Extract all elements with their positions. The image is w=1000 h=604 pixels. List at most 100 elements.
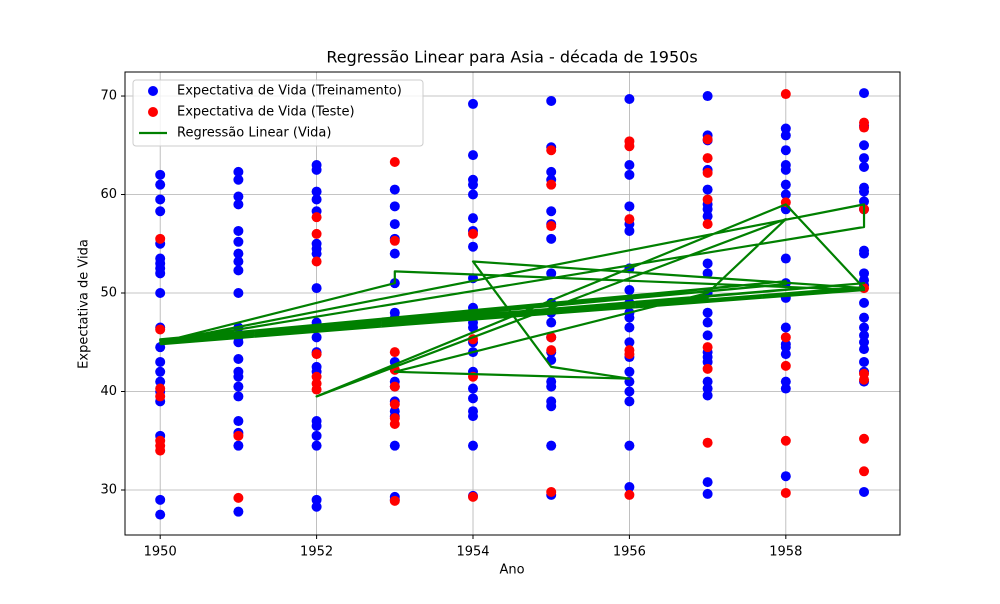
point <box>702 330 713 341</box>
point <box>155 206 166 217</box>
point <box>546 486 557 497</box>
x-tick-label: 1958 <box>769 545 802 560</box>
point <box>155 324 166 335</box>
point <box>780 189 791 200</box>
point <box>155 494 166 505</box>
point <box>780 471 791 482</box>
point <box>859 486 870 497</box>
point <box>859 140 870 151</box>
point <box>702 153 713 164</box>
point <box>155 288 166 299</box>
point <box>702 268 713 279</box>
y-tick-label: 30 <box>100 482 117 497</box>
point <box>468 150 479 161</box>
point <box>859 466 870 477</box>
point <box>233 256 244 267</box>
x-tick-label: 1954 <box>456 545 489 560</box>
point <box>468 213 479 224</box>
point <box>233 430 244 441</box>
point <box>624 141 635 152</box>
legend-marker <box>148 86 158 96</box>
point <box>859 337 870 348</box>
point <box>780 89 791 100</box>
point <box>233 506 244 517</box>
point <box>155 179 166 190</box>
point <box>702 437 713 448</box>
point <box>780 342 791 353</box>
point <box>780 349 791 360</box>
point <box>624 386 635 397</box>
point <box>546 401 557 412</box>
point <box>233 174 244 185</box>
point <box>780 322 791 333</box>
point <box>546 332 557 343</box>
y-tick-label: 70 <box>100 89 117 104</box>
point <box>311 384 322 395</box>
x-tick-label: 1950 <box>144 545 177 560</box>
point <box>468 393 479 404</box>
point <box>859 322 870 333</box>
point <box>624 159 635 170</box>
y-tick-label: 50 <box>100 286 117 301</box>
point <box>546 381 557 392</box>
point <box>780 487 791 498</box>
plot-frame <box>124 71 901 536</box>
point <box>233 288 244 299</box>
point <box>702 342 713 353</box>
point <box>780 130 791 141</box>
point <box>859 186 870 197</box>
point <box>468 179 479 190</box>
point <box>233 191 244 202</box>
x-tick-label: 1952 <box>300 545 333 560</box>
point <box>233 416 244 427</box>
y-tick-label: 40 <box>100 384 117 399</box>
point <box>702 307 713 318</box>
point <box>702 363 713 374</box>
point <box>233 492 244 503</box>
point <box>624 93 635 104</box>
point <box>780 383 791 394</box>
point <box>859 344 870 355</box>
point <box>546 345 557 356</box>
point <box>389 157 400 168</box>
point <box>780 123 791 134</box>
point <box>233 381 244 392</box>
point <box>155 194 166 205</box>
point <box>468 411 479 422</box>
point <box>389 219 400 230</box>
point <box>233 265 244 276</box>
point <box>233 371 244 382</box>
point <box>859 356 870 367</box>
point <box>702 477 713 488</box>
point <box>311 212 322 223</box>
point <box>702 91 713 102</box>
point <box>233 236 244 247</box>
point <box>155 391 166 402</box>
point <box>468 228 479 239</box>
point <box>546 95 557 106</box>
point <box>311 332 322 343</box>
point <box>155 169 166 180</box>
point <box>389 235 400 246</box>
point <box>546 179 557 190</box>
point <box>624 396 635 407</box>
point <box>859 153 870 164</box>
y-tick-label: 60 <box>100 187 117 202</box>
point <box>233 337 244 348</box>
point <box>155 233 166 244</box>
point <box>624 225 635 236</box>
point <box>389 495 400 506</box>
point <box>702 211 713 222</box>
point <box>311 283 322 294</box>
point <box>702 317 713 328</box>
point <box>546 221 557 232</box>
point <box>311 248 322 259</box>
point <box>233 248 244 259</box>
point <box>859 297 870 308</box>
point <box>859 330 870 341</box>
point <box>702 204 713 215</box>
point <box>702 184 713 195</box>
legend-marker <box>148 107 158 117</box>
point <box>546 233 557 244</box>
point <box>546 268 557 279</box>
